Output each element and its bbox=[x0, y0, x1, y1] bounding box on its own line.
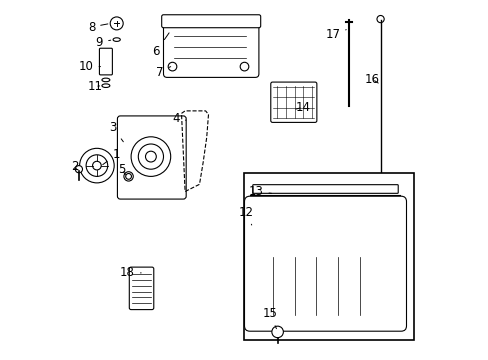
Ellipse shape bbox=[102, 84, 110, 87]
Circle shape bbox=[80, 148, 114, 183]
Text: 16: 16 bbox=[364, 73, 379, 86]
Text: 12: 12 bbox=[238, 206, 253, 225]
Circle shape bbox=[110, 17, 123, 30]
Circle shape bbox=[271, 326, 283, 338]
FancyBboxPatch shape bbox=[270, 82, 316, 122]
Text: 10: 10 bbox=[79, 60, 101, 73]
Text: 6: 6 bbox=[152, 33, 169, 58]
Circle shape bbox=[145, 151, 156, 162]
Circle shape bbox=[92, 161, 101, 170]
Text: 3: 3 bbox=[109, 121, 123, 142]
Circle shape bbox=[86, 155, 107, 176]
FancyBboxPatch shape bbox=[162, 15, 260, 28]
Ellipse shape bbox=[123, 172, 133, 181]
Text: 14: 14 bbox=[295, 101, 310, 114]
FancyBboxPatch shape bbox=[117, 116, 186, 199]
FancyBboxPatch shape bbox=[129, 267, 153, 310]
Ellipse shape bbox=[102, 78, 110, 82]
Text: 8: 8 bbox=[88, 21, 108, 33]
Text: 5: 5 bbox=[118, 163, 125, 176]
FancyBboxPatch shape bbox=[244, 196, 406, 331]
Circle shape bbox=[75, 166, 82, 173]
Ellipse shape bbox=[125, 174, 131, 179]
Bar bbox=[244, 173, 413, 340]
FancyBboxPatch shape bbox=[252, 185, 397, 193]
Circle shape bbox=[168, 62, 177, 71]
Circle shape bbox=[376, 15, 384, 23]
Text: 1: 1 bbox=[102, 148, 120, 165]
Text: 7: 7 bbox=[156, 66, 170, 78]
Text: 2: 2 bbox=[71, 160, 78, 173]
Circle shape bbox=[240, 62, 248, 71]
Text: 18: 18 bbox=[120, 266, 141, 279]
Text: 9: 9 bbox=[96, 36, 110, 49]
Text: 11: 11 bbox=[87, 80, 102, 93]
Text: 15: 15 bbox=[262, 307, 277, 329]
Circle shape bbox=[138, 144, 163, 169]
FancyBboxPatch shape bbox=[99, 48, 112, 75]
FancyBboxPatch shape bbox=[163, 18, 258, 77]
Text: 4: 4 bbox=[172, 112, 185, 125]
Circle shape bbox=[131, 137, 170, 176]
Text: 13: 13 bbox=[248, 185, 271, 198]
Text: 17: 17 bbox=[325, 28, 346, 41]
Ellipse shape bbox=[113, 38, 120, 41]
